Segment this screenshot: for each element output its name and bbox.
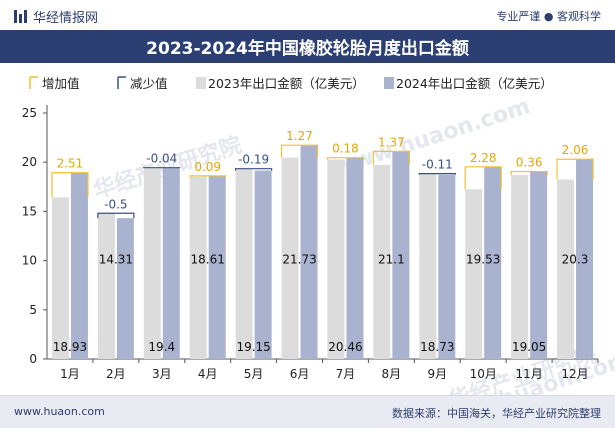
brand-name: 华经情报网 [33,7,98,26]
bar-2024 [346,158,363,359]
x-tick-label: 12月 [561,367,588,381]
value-label-2024: 20.46 [328,340,362,354]
change-value-label: 0.36 [516,156,543,170]
change-value-label: 2.06 [562,143,589,157]
x-tick-label: 2月 [106,367,126,381]
change-value-label: -0.11 [422,158,453,172]
value-label-2024: 21.1 [378,253,405,267]
value-label-2024: 20.3 [562,253,589,267]
bar-2023 [327,159,344,359]
footer: www.huaon.com 数据来源：中国海关，华经产业研究院整理 [0,395,615,428]
bar-2023 [98,213,115,359]
y-tick-label: 25 [22,106,37,120]
bar-2024 [209,176,226,359]
change-value-label: 1.37 [378,135,405,149]
y-tick-label: 10 [22,254,37,268]
y-tick-label: 20 [22,155,37,169]
change-value-label: 1.27 [286,129,313,143]
value-label-2024: 18.61 [191,253,225,267]
legend-label: 增加值 [42,76,80,91]
bar-2023 [557,180,574,359]
value-label-2024: 21.73 [282,253,316,267]
change-value-label: -0.5 [104,197,127,211]
value-label-2024: 14.31 [99,253,133,267]
brand: 华经情报网 [14,7,98,26]
x-tick-label: 5月 [244,367,264,381]
y-tick-label: 0 [29,352,37,366]
legend-decrease-symbol [118,77,126,89]
change-value-label: 2.28 [470,151,497,165]
bar-2023 [144,168,161,359]
bar-2024 [530,172,547,359]
legend-2023-swatch [196,77,206,89]
x-tick-label: 6月 [290,367,310,381]
x-tick-label: 1月 [60,367,80,381]
bar-2023 [465,189,482,359]
change-value-label: -0.19 [238,153,269,167]
x-tick-label: 10月 [470,367,497,381]
x-tick-label: 11月 [515,367,542,381]
brand-tags: 专业严谨 ● 客观科学 [496,8,601,24]
chart-title: 2023-2024年中国橡胶轮胎月度出口金额 [0,30,615,63]
change-value-label: 0.09 [194,160,221,174]
bar-2023 [190,177,207,359]
value-label-2024: 18.73 [420,340,454,354]
legend-label: 减少值 [130,76,168,91]
bar-chart: 增加值 减少值 2023年出口金额（亿美元） 2024年出口金额（亿美元） 0 5 10 15… [0,63,615,395]
y-tick-label: 5 [29,303,37,317]
legend-label: 2024年出口金额（亿美元） [396,76,553,91]
bar-2024 [255,171,272,359]
bar-2024 [163,168,180,359]
brand-logo-icon [14,10,27,23]
change-value-label: 0.18 [332,142,359,156]
footer-website: www.huaon.com [14,405,105,418]
value-label-2024: 19.15 [236,340,270,354]
footer-source: 数据来源：中国海关，华经产业研究院整理 [392,405,601,421]
x-tick-label: 7月 [336,367,356,381]
bar-2024 [438,175,455,359]
legend-2024-swatch [384,77,394,89]
x-tick-label: 4月 [198,367,218,381]
bar-2024 [117,218,134,359]
y-tick-label: 15 [22,204,37,218]
value-label-2024: 19.4 [148,340,175,354]
bar-2023 [511,175,528,359]
change-value-label: 2.51 [57,157,84,171]
legend-label: 2023年出口金额（亿美元） [208,76,365,91]
bar-2023 [419,174,436,359]
bar-2024 [71,173,88,359]
value-label-2024: 19.05 [512,340,546,354]
value-label-2024: 18.93 [53,340,87,354]
bar-2023 [236,169,253,359]
value-label-2024: 19.53 [466,253,500,267]
x-tick-label: 9月 [427,367,447,381]
top-bar: 华经情报网 专业严谨 ● 客观科学 [0,0,615,31]
x-tick-label: 8月 [382,367,402,381]
change-value-label: -0.04 [146,152,177,166]
bar-2023 [52,197,69,359]
x-tick-label: 3月 [152,367,172,381]
legend-increase-symbol [30,77,38,89]
